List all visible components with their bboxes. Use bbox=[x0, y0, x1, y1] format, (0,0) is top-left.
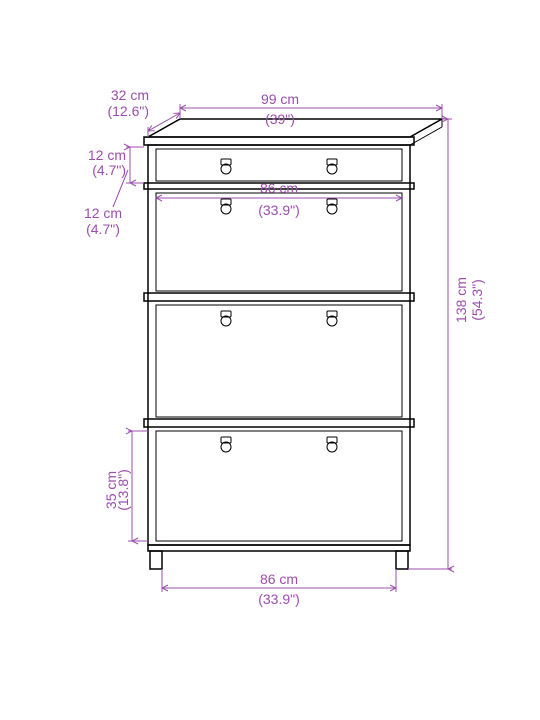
drawer-h-cm-label: 12 cm bbox=[88, 147, 126, 163]
inner-w-in: (33.9") bbox=[258, 202, 300, 218]
depth-in-label: (12.6") bbox=[107, 103, 149, 119]
top-width-cm-label: 99 cm bbox=[261, 91, 299, 107]
dimension-drawer-height-text: 12 cm (4.7") bbox=[84, 170, 128, 237]
top-width-in-label: (39") bbox=[265, 111, 295, 127]
inner-w-cm: 86 cm bbox=[260, 180, 298, 196]
dimension-inner-width: 86 cm (33.9") bbox=[156, 180, 402, 218]
dimension-total-height: 138 cm (54.3") bbox=[408, 119, 485, 569]
dimension-drawer-height: 12 cm (4.7") bbox=[88, 147, 144, 183]
drawer-h-in-label: (4.7") bbox=[92, 162, 126, 178]
dimension-bottom-width: 86 cm (33.9") bbox=[162, 569, 396, 607]
dimension-depth: 32 cm (12.6") bbox=[107, 87, 180, 137]
drawer-h-cm: 12 cm bbox=[84, 205, 122, 221]
compartment3-handles bbox=[221, 437, 337, 452]
drawer-handles bbox=[221, 159, 337, 174]
dimension-compartment-height: 35 cm (13.8") bbox=[103, 431, 148, 541]
dimension-diagram: 32 cm (12.6") 99 cm (39") 12 cm (4.7") 1… bbox=[0, 0, 540, 720]
comp-h-in: (13.8") bbox=[115, 469, 131, 511]
dimension-top-width: 99 cm (39") bbox=[180, 91, 442, 127]
bottom-w-in: (33.9") bbox=[258, 591, 300, 607]
drawer-h-in: (4.7") bbox=[86, 221, 120, 237]
total-h-cm: 138 cm bbox=[453, 277, 469, 323]
compartment2-handles bbox=[221, 311, 337, 326]
bottom-w-cm: 86 cm bbox=[260, 571, 298, 587]
total-h-in: (54.3") bbox=[469, 279, 485, 321]
depth-cm-label: 32 cm bbox=[111, 87, 149, 103]
